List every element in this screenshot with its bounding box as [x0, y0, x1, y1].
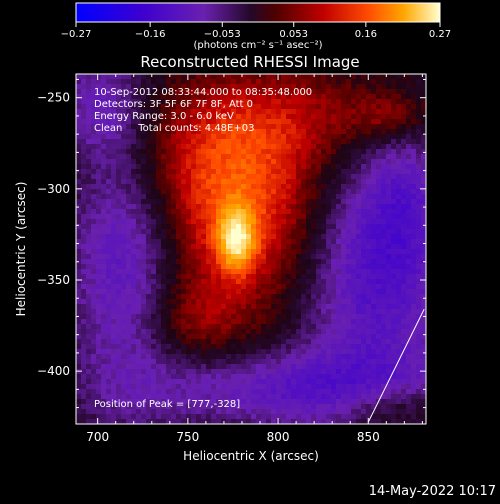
- annotation-clean: Clean Total counts: 4.48E+03: [94, 123, 254, 134]
- colorbar-tick-label: −0.16: [135, 29, 166, 40]
- colorbar: [76, 3, 440, 22]
- y-tick-label: −350: [37, 273, 70, 287]
- y-axis-label: Heliocentric Y (arcsec): [14, 182, 28, 317]
- colorbar-label: (photons cm⁻² s⁻¹ asec⁻²): [193, 40, 322, 51]
- y-tick-label: −300: [37, 182, 70, 196]
- x-tick-label: 850: [357, 430, 380, 444]
- chart-title: Reconstructed RHESSI Image: [140, 53, 359, 71]
- x-tick-label: 700: [86, 430, 109, 444]
- colorbar-tick-label: 0.27: [429, 29, 451, 40]
- colorbar-tick-label: −0.27: [61, 29, 92, 40]
- peak-position-label: Position of Peak = [777,-328]: [94, 399, 240, 410]
- colorbar-ticks: −0.27 −0.16 −0.053 0.053 0.16 0.27: [61, 22, 451, 40]
- annotation-time: 10-Sep-2012 08:33:44.000 to 08:35:48.000: [94, 87, 312, 98]
- y-tick-label: −400: [37, 364, 70, 378]
- colorbar-tick-label: 0.16: [355, 29, 377, 40]
- x-tick-label: 750: [176, 430, 199, 444]
- footer-date: 14-May-2022 10:17: [369, 484, 496, 499]
- y-tick-label: −250: [37, 91, 70, 105]
- annotation-detectors: Detectors: 3F 5F 6F 7F 8F, Att 0: [94, 99, 253, 110]
- x-axis-label: Heliocentric X (arcsec): [183, 449, 319, 463]
- colorbar-tick-label: 0.053: [279, 29, 308, 40]
- x-tick-label: 800: [267, 430, 290, 444]
- annotation-energy: Energy Range: 3.0 - 6.0 keV: [94, 111, 234, 122]
- colorbar-tick-label: −0.053: [204, 29, 241, 40]
